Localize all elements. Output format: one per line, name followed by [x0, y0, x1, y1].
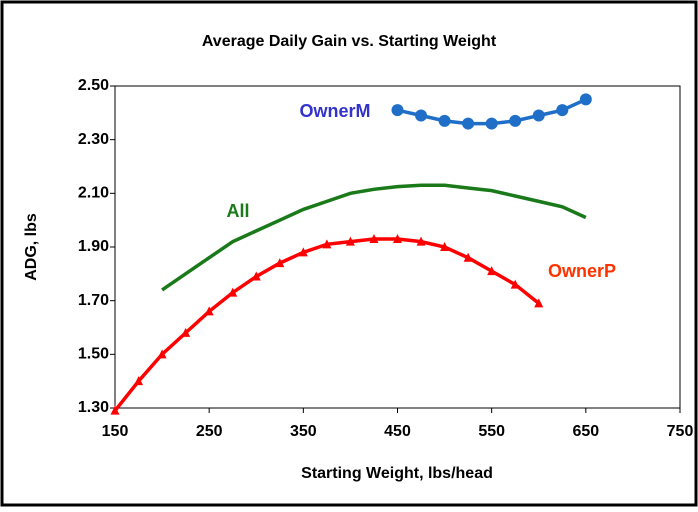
y-tick-label: 1.30: [78, 399, 109, 416]
point: [510, 279, 520, 289]
point: [532, 109, 545, 122]
x-tick-label: 750: [667, 423, 694, 440]
chart-title: Average Daily Gain vs. Starting Weight: [202, 33, 497, 50]
point: [556, 104, 569, 117]
point: [579, 93, 592, 106]
x-tick-label: 550: [478, 423, 505, 440]
point: [391, 104, 404, 117]
point: [438, 114, 451, 127]
series-label: All: [226, 201, 249, 221]
x-tick-label: 350: [290, 423, 317, 440]
y-axis-label: ADG, lbs: [23, 213, 40, 281]
x-tick-label: 650: [572, 423, 599, 440]
y-tick-label: 1.90: [78, 238, 109, 255]
point: [157, 349, 167, 359]
point: [440, 242, 450, 251]
x-axis-label: Starting Weight, lbs/head: [301, 465, 493, 482]
series-label: OwnerP: [548, 261, 616, 281]
point: [369, 233, 379, 243]
point: [485, 117, 498, 130]
y-tick-label: 1.70: [78, 292, 109, 309]
point: [509, 114, 522, 127]
x-tick-label: 250: [196, 423, 223, 440]
y-tick-label: 2.10: [78, 185, 109, 202]
point: [534, 298, 544, 308]
point: [487, 266, 497, 276]
point: [275, 258, 285, 268]
x-tick-label: 150: [102, 423, 129, 440]
y-tick-label: 1.50: [78, 346, 109, 363]
y-tick-label: 2.50: [78, 77, 109, 94]
point: [345, 236, 355, 246]
point: [322, 239, 332, 249]
point: [463, 252, 473, 262]
point: [181, 327, 191, 337]
point: [251, 271, 261, 281]
point: [134, 376, 144, 386]
point: [204, 306, 214, 316]
series-label: OwnerM: [299, 101, 370, 121]
point: [228, 287, 238, 297]
point: [415, 109, 428, 122]
point: [416, 236, 426, 246]
series-line: [161, 183, 587, 292]
point: [393, 233, 402, 243]
point: [462, 117, 475, 130]
y-tick-label: 2.30: [78, 131, 109, 148]
point: [110, 405, 120, 415]
x-tick-label: 450: [384, 423, 411, 440]
point: [298, 247, 308, 257]
